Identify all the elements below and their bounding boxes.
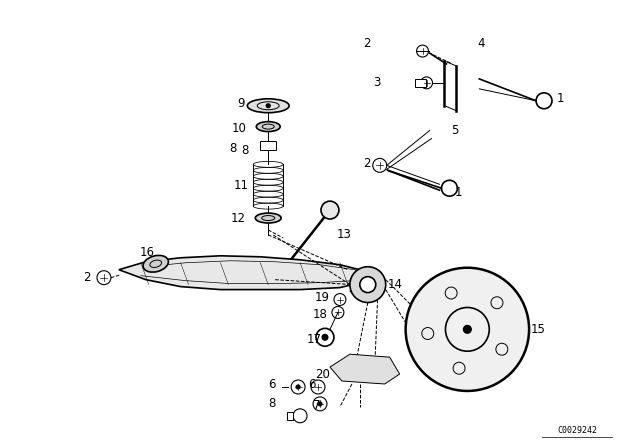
Text: 18: 18: [313, 308, 328, 321]
Circle shape: [266, 104, 270, 108]
Polygon shape: [119, 256, 372, 292]
Text: 5: 5: [451, 124, 459, 137]
FancyBboxPatch shape: [415, 79, 426, 87]
Text: 4: 4: [477, 37, 485, 50]
Text: 14: 14: [388, 278, 403, 291]
Ellipse shape: [247, 99, 289, 113]
Text: 6: 6: [268, 379, 275, 392]
Text: 7: 7: [313, 399, 321, 412]
Polygon shape: [330, 354, 399, 384]
Text: 9: 9: [237, 97, 245, 110]
Text: C0029242: C0029242: [557, 426, 597, 435]
Text: 3: 3: [372, 76, 380, 90]
FancyBboxPatch shape: [287, 412, 293, 420]
Text: 8: 8: [229, 142, 237, 155]
Text: 2: 2: [363, 37, 371, 50]
Circle shape: [321, 201, 339, 219]
Text: 12: 12: [230, 211, 245, 224]
Ellipse shape: [143, 255, 168, 272]
Text: 17: 17: [307, 333, 322, 346]
Text: 1: 1: [557, 92, 564, 105]
Text: 11: 11: [234, 179, 248, 192]
Text: 13: 13: [337, 228, 352, 241]
Text: 2: 2: [83, 271, 90, 284]
Text: 20: 20: [315, 367, 330, 380]
Text: 6: 6: [308, 379, 316, 392]
Text: 15: 15: [531, 323, 546, 336]
Text: 8: 8: [241, 144, 249, 157]
Text: 2: 2: [363, 157, 371, 170]
Ellipse shape: [255, 213, 281, 223]
Circle shape: [463, 325, 471, 333]
Circle shape: [296, 385, 300, 389]
Circle shape: [350, 267, 386, 302]
Text: 10: 10: [232, 122, 246, 135]
Circle shape: [318, 402, 322, 406]
Circle shape: [406, 268, 529, 391]
Circle shape: [360, 277, 376, 293]
Text: 1: 1: [454, 186, 462, 199]
Text: 8: 8: [268, 397, 275, 410]
Text: 16: 16: [140, 246, 155, 259]
FancyBboxPatch shape: [260, 141, 276, 151]
Circle shape: [322, 334, 328, 340]
Ellipse shape: [256, 122, 280, 132]
Text: 19: 19: [315, 291, 330, 304]
